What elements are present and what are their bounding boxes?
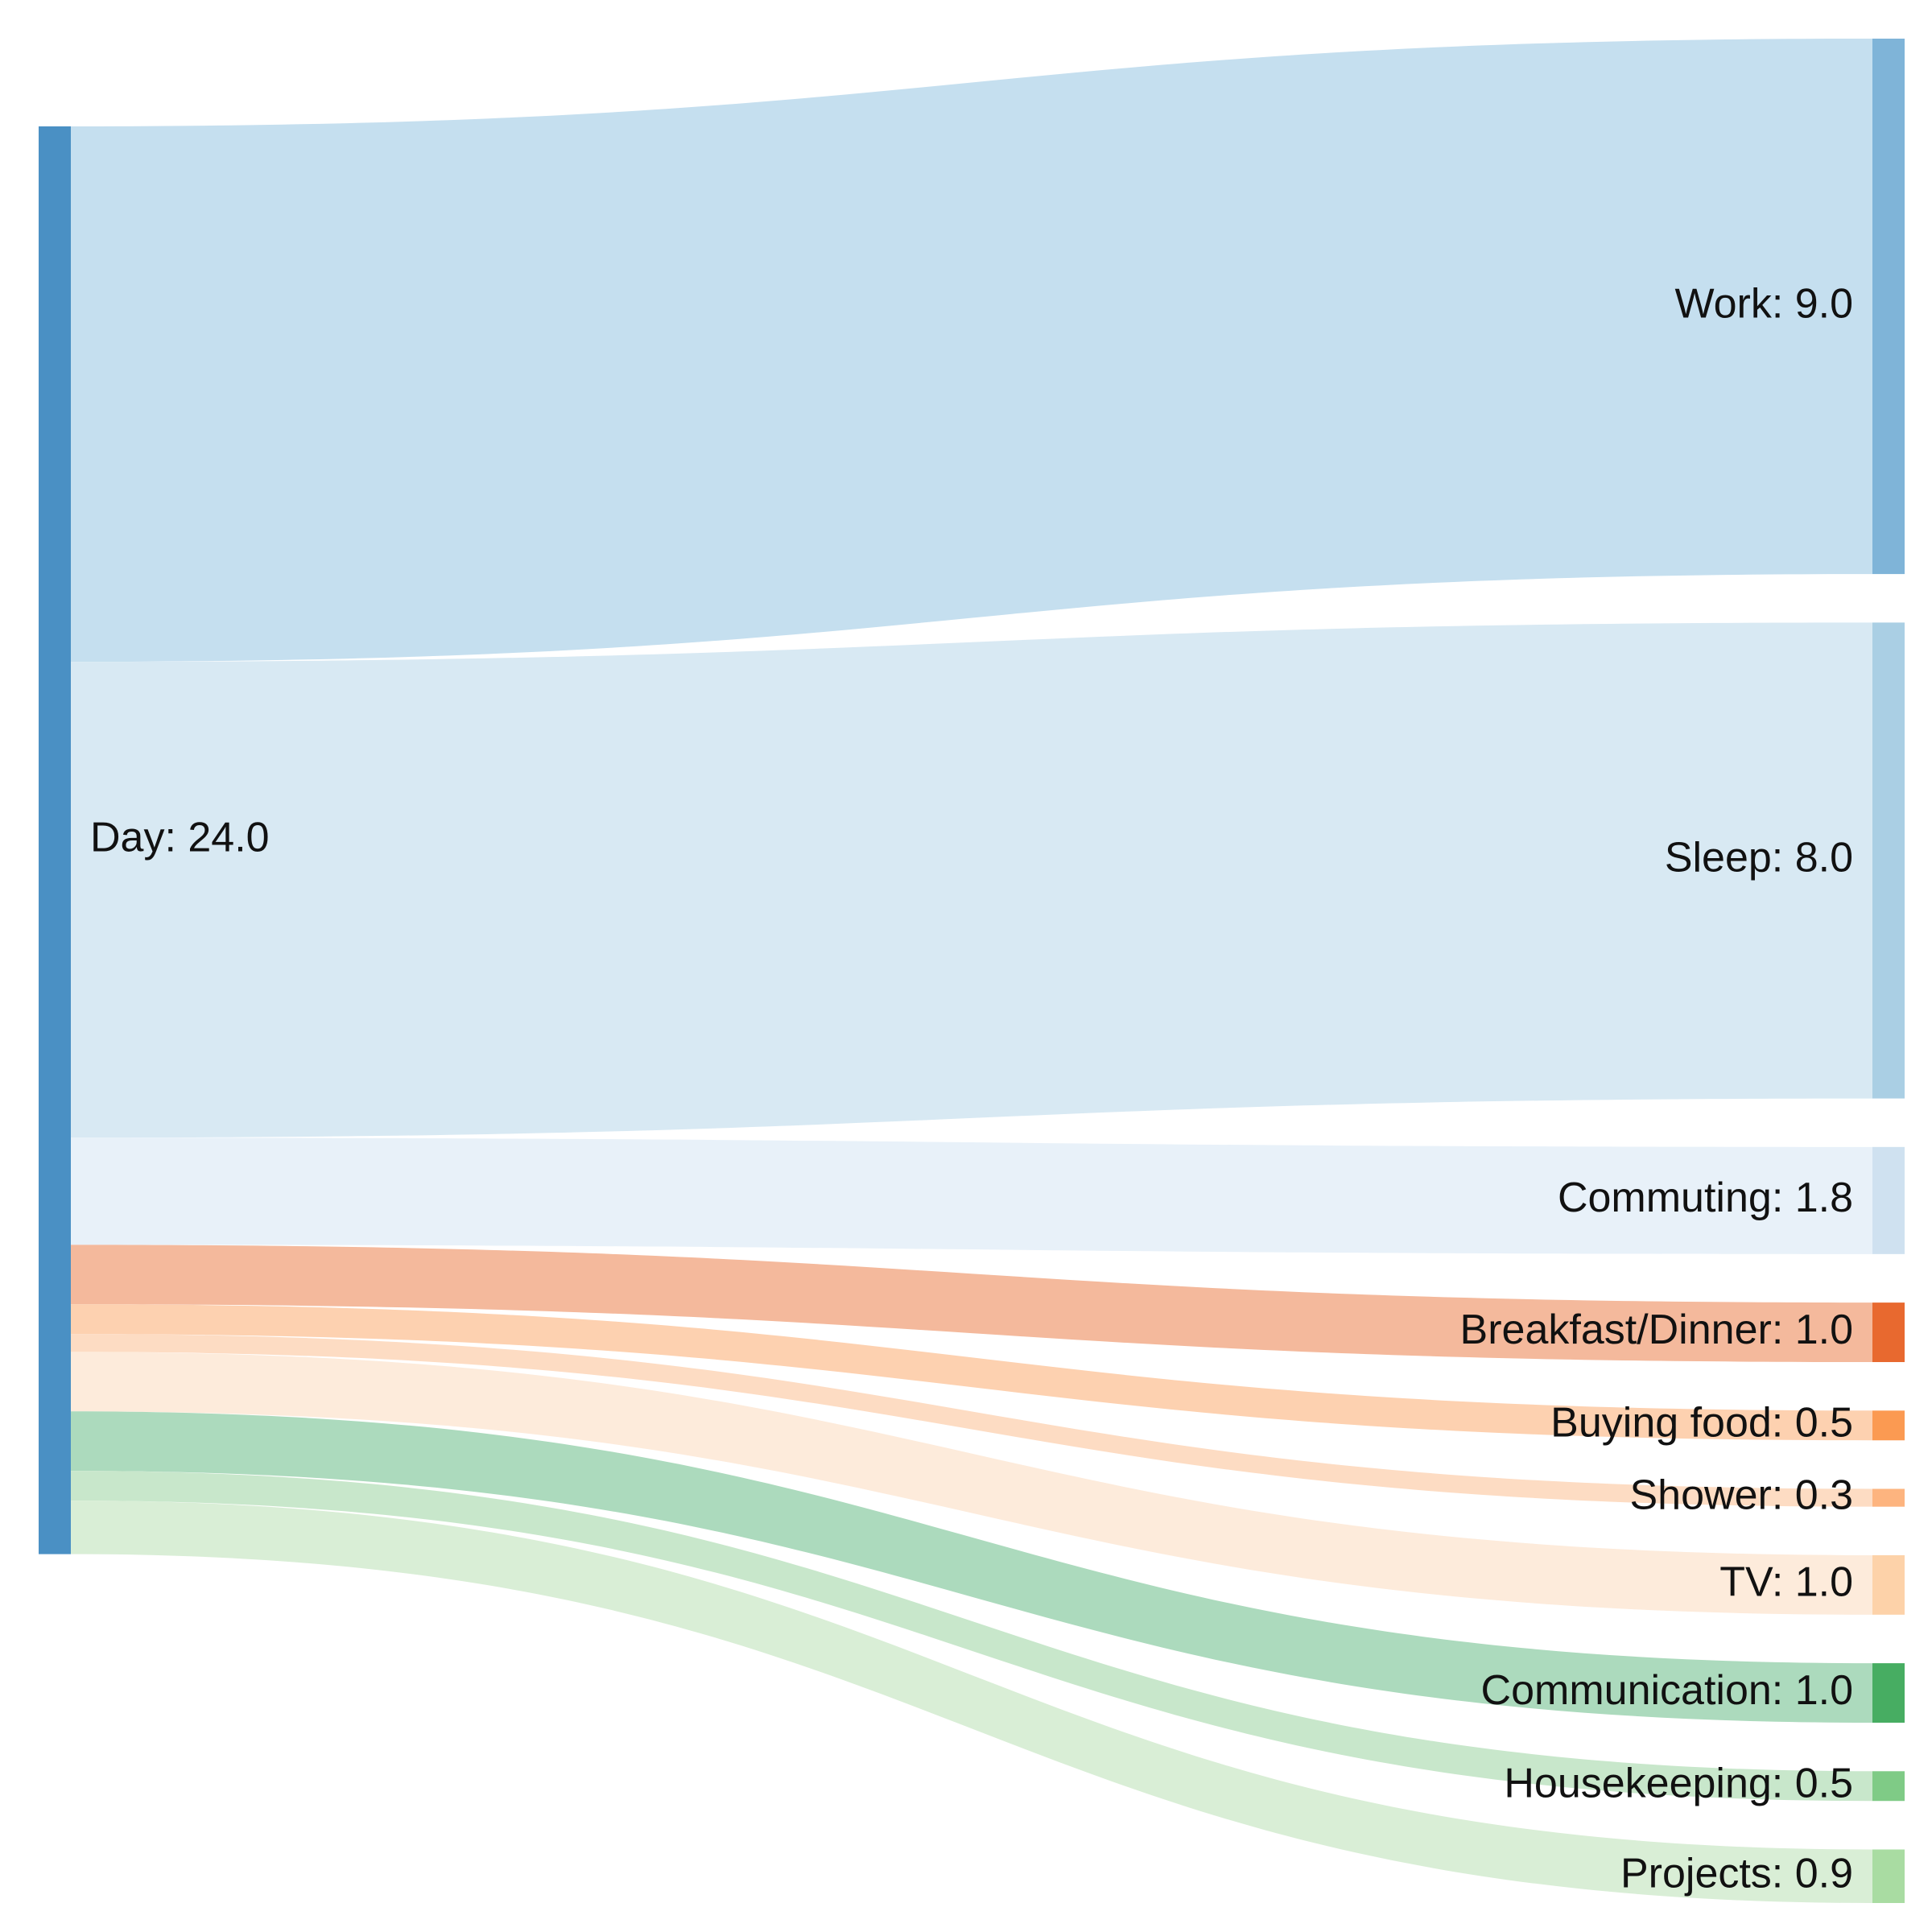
label-work: Work: 9.0 <box>1674 280 1853 327</box>
link-buying-food <box>71 1304 1872 1441</box>
link-shower <box>71 1334 1872 1507</box>
node-sleep <box>1872 622 1905 1099</box>
label-breakfast-dinner: Breakfast/Dinner: 1.0 <box>1460 1307 1853 1353</box>
node-commuting <box>1872 1146 1905 1254</box>
node-breakfast-dinner <box>1872 1302 1905 1363</box>
node-work <box>1872 39 1905 575</box>
label-buying-food: Buying food: 0.5 <box>1550 1399 1853 1446</box>
label-shower: Shower: 0.3 <box>1630 1472 1854 1518</box>
node-tv <box>1872 1554 1905 1615</box>
node-projects <box>1872 1849 1905 1903</box>
label-projects: Projects: 0.9 <box>1620 1850 1853 1897</box>
sankey-nodes <box>39 39 1905 1903</box>
sankey-links <box>71 39 1872 1903</box>
link-housekeeping <box>71 1471 1872 1802</box>
node-day <box>39 126 71 1554</box>
link-sleep <box>71 622 1872 1138</box>
node-buying-food <box>1872 1410 1905 1441</box>
label-tv: TV: 1.0 <box>1719 1559 1853 1606</box>
sankey-labels: Day: 24.0 Work: 9.0 Sleep: 8.0 Commuting: 1… <box>90 280 1853 1897</box>
label-sleep: Sleep: 8.0 <box>1665 835 1853 881</box>
link-commuting <box>71 1137 1872 1254</box>
link-projects <box>71 1501 1872 1903</box>
label-day: Day: 24.0 <box>90 815 270 861</box>
link-work <box>71 39 1872 663</box>
link-tv <box>71 1352 1872 1615</box>
link-communication <box>71 1411 1872 1724</box>
link-breakfast-dinner <box>71 1245 1872 1363</box>
label-housekeeping: Housekeeping: 0.5 <box>1504 1760 1853 1806</box>
label-communication: Communication: 1.0 <box>1481 1667 1853 1714</box>
node-communication <box>1872 1663 1905 1724</box>
label-commuting: Commuting: 1.8 <box>1558 1174 1853 1221</box>
node-shower <box>1872 1488 1905 1507</box>
node-housekeeping <box>1872 1771 1905 1802</box>
